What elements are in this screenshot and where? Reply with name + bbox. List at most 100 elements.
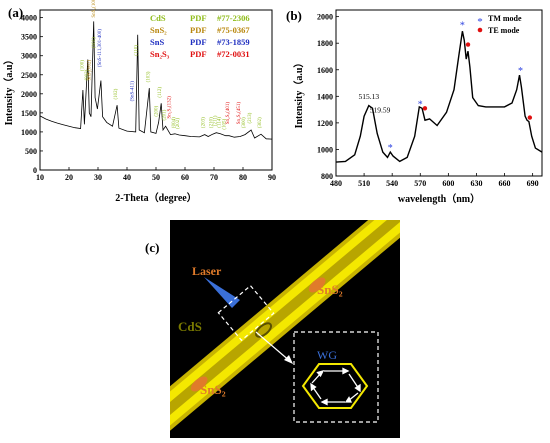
b-x-tick-label: 600 bbox=[442, 179, 454, 188]
legend-phase-label: Sn₂S₃ bbox=[150, 49, 170, 59]
legend-pdf-label: PDF bbox=[190, 49, 207, 59]
peak-annotation: Sn₂S₃(451) bbox=[237, 102, 242, 125]
peak-annotation: (101) bbox=[92, 37, 97, 48]
peak-annotation: (105) bbox=[223, 118, 228, 129]
peak-annotation: (SnS-111,301-400) bbox=[98, 29, 103, 67]
peak-wavelength-labels: 515.13 519.59 bbox=[358, 92, 390, 114]
axis-ticks-a: 10 20 30 40 50 60 70 80 90 0 500 1000 1500 2000 2500 30… bbox=[21, 14, 276, 182]
x-axis-label-a: 2-Theta（degree） bbox=[115, 191, 196, 204]
legend-b: * TM mode TE mode bbox=[477, 14, 522, 35]
legend-pdf-label: PDF bbox=[190, 13, 207, 23]
zoom-arrow bbox=[255, 331, 292, 363]
peak-annotation: (103) bbox=[146, 71, 151, 82]
y-axis-label-b: Intensity（a.u） bbox=[292, 58, 305, 129]
peak-annotation: (302) bbox=[258, 117, 263, 128]
peak-annotation: Sn₂S₃(132) bbox=[168, 96, 173, 119]
legend-pdf-label: PDF bbox=[190, 25, 207, 35]
peak-annotation: (004) bbox=[172, 117, 177, 128]
a-x-tick-label: 90 bbox=[268, 173, 276, 182]
whispering-gallery-path bbox=[310, 367, 361, 406]
peak-annotation: (102) bbox=[114, 88, 119, 99]
tm-mode-marker: * bbox=[418, 99, 423, 110]
a-x-tick-label: 30 bbox=[94, 173, 102, 182]
a-x-tick-label: 50 bbox=[152, 173, 160, 182]
b-y-tick-label: 1000 bbox=[317, 145, 333, 154]
peak-annotation: SnS₂(002) bbox=[87, 60, 92, 81]
te-mode-marker bbox=[422, 106, 428, 111]
legend-mode-label: TE mode bbox=[488, 26, 520, 35]
legend-mode-label: TM mode bbox=[488, 14, 522, 23]
peak-annotation: (300) bbox=[242, 117, 247, 128]
peak-annotation: (213) bbox=[248, 112, 253, 123]
a-x-tick-label: 40 bbox=[123, 173, 131, 182]
peak-annotation: (110) bbox=[135, 45, 140, 56]
b-y-tick-label: 1200 bbox=[317, 119, 333, 128]
peak-annotation: (202) bbox=[176, 118, 181, 129]
panel-label-a: (a) bbox=[8, 5, 23, 20]
laser-label: Laser bbox=[192, 264, 222, 278]
tm-mode-marker: * bbox=[388, 143, 393, 154]
a-y-tick-label: 0 bbox=[33, 166, 37, 175]
panel-label-b: (b) bbox=[286, 8, 302, 23]
y-axis-label-a: Intensity（a.u） bbox=[2, 55, 15, 126]
peak-annotation: (100) bbox=[81, 60, 86, 71]
peak-annotation: SnS₂(100) bbox=[92, 0, 97, 18]
a-y-tick-label: 2500 bbox=[21, 71, 37, 80]
plot-frame-b bbox=[335, 9, 543, 177]
peak-annotation: Sn₂S₃(401) bbox=[226, 102, 231, 125]
a-y-tick-label: 2000 bbox=[21, 90, 37, 99]
peak-annotation: (203) bbox=[202, 117, 207, 128]
peak-annotation: (112) bbox=[158, 87, 163, 98]
b-y-tick-label: 800 bbox=[321, 172, 333, 181]
a-y-tick-label: 3500 bbox=[21, 33, 37, 42]
a-x-tick-label: 60 bbox=[181, 173, 189, 182]
panel-b-spectrum-chart: (b) 480 510 540 570 600 630 660 690 800 1000 1200 1… bbox=[286, 8, 543, 205]
sns2-particle-bottom bbox=[190, 376, 208, 392]
a-x-tick-label: 70 bbox=[210, 173, 218, 182]
b-x-tick-label: 660 bbox=[499, 179, 511, 188]
axis-ticks-b: 480 510 540 570 600 630 660 690 800 1000 1200 1400 1… bbox=[317, 13, 539, 188]
a-y-tick-label: 1000 bbox=[21, 128, 37, 137]
sns2-label-top: SnS₂ bbox=[317, 282, 343, 297]
peak-annotation: (114) bbox=[217, 117, 222, 128]
x-axis-label-b: wavelength（nm） bbox=[398, 192, 480, 205]
wg-label: WG bbox=[317, 348, 337, 362]
a-y-tick-label: 1500 bbox=[21, 109, 37, 118]
b-y-tick-label: 1800 bbox=[317, 39, 333, 48]
peak-wavelength-label: 519.59 bbox=[370, 105, 391, 114]
legend-phase-label: SnS₂ bbox=[150, 25, 167, 35]
peak-annotation: (210) bbox=[210, 117, 215, 128]
peak-annotation: (200) bbox=[154, 106, 159, 117]
b-y-tick-label: 1600 bbox=[317, 66, 333, 75]
zoom-arrow-head-icon bbox=[284, 355, 293, 364]
panel-label-c: (c) bbox=[145, 240, 159, 255]
peak-annotation: (002) bbox=[85, 69, 90, 80]
legend-phase-label: CdS bbox=[150, 13, 166, 23]
xrd-pattern-line bbox=[39, 21, 273, 140]
zoom-region-box bbox=[217, 284, 275, 342]
panel-c-waveguide-schematic: (c) Laser SnS₂ SnS₂ CdS WG bbox=[145, 220, 400, 438]
a-y-tick-label: 3000 bbox=[21, 52, 37, 61]
sns2-label-bottom: SnS₂ bbox=[200, 382, 226, 397]
cds-label: CdS bbox=[178, 319, 202, 334]
b-x-tick-label: 630 bbox=[470, 179, 482, 188]
legend-pdf-number: #75-0367 bbox=[217, 25, 250, 35]
legend-pdf-number: #77-2306 bbox=[217, 13, 250, 23]
a-x-tick-label: 10 bbox=[36, 173, 44, 182]
inset-box bbox=[293, 331, 379, 423]
a-y-tick-label: 4000 bbox=[21, 14, 37, 23]
te-mode-marker bbox=[465, 42, 471, 47]
mode-markers: * * * * bbox=[388, 20, 533, 154]
a-y-tick-label: 500 bbox=[25, 147, 37, 156]
b-y-tick-label: 1400 bbox=[317, 92, 333, 101]
b-x-tick-label: 540 bbox=[386, 179, 398, 188]
tm-mode-marker: * bbox=[518, 66, 523, 77]
b-x-tick-label: 480 bbox=[330, 179, 342, 188]
a-x-tick-label: 20 bbox=[65, 173, 73, 182]
peak-annotation: (211) bbox=[213, 115, 218, 126]
b-y-tick-label: 2000 bbox=[317, 13, 333, 22]
laser-beam-icon bbox=[204, 277, 240, 308]
b-x-tick-label: 570 bbox=[414, 179, 426, 188]
legend-tm-marker: * bbox=[477, 16, 483, 28]
